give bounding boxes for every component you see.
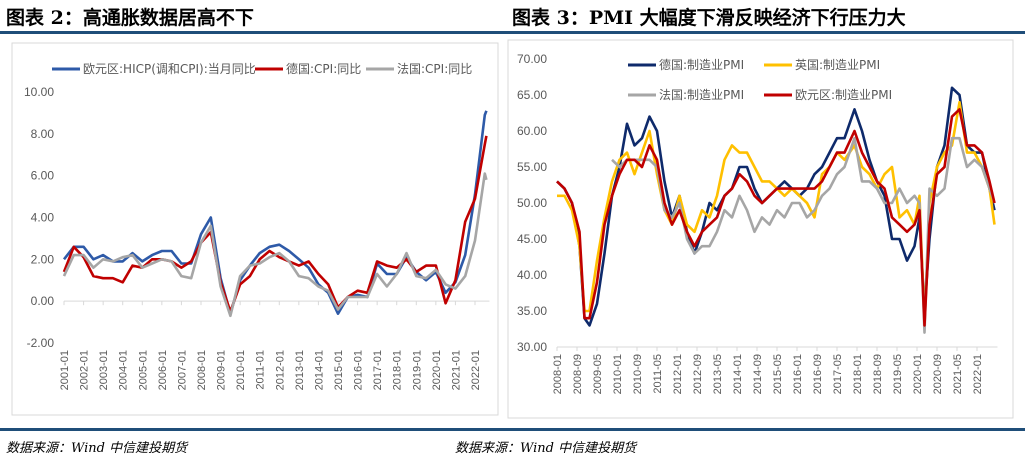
y-tick-label: 0.00 xyxy=(31,294,55,308)
x-tick-label: 2012-01 xyxy=(672,354,684,394)
y-tick-label: 40.00 xyxy=(517,268,547,282)
x-tick-label: 2004-01 xyxy=(118,350,130,390)
x-tick-label: 2016-01 xyxy=(792,354,804,394)
series-line-0 xyxy=(62,110,488,315)
left-cpi-chart: -2.00 0.00 2.00 4.00 6.00 8.00 10.00 2001-01 200… xyxy=(24,61,490,390)
left-chart-title: 图表 2：高通胀数据居高不下 xyxy=(6,7,254,29)
x-tick-label: 2009-01 xyxy=(216,350,228,390)
x-tick-label: 2008-09 xyxy=(572,354,584,394)
x-tick-label: 2019-01 xyxy=(411,350,423,390)
left-chart-frame xyxy=(11,42,499,416)
y-tick-label: 35.00 xyxy=(517,304,547,318)
y-tick-label: 45.00 xyxy=(517,232,547,246)
left-source-note: 数据来源：Wind 中信建投期货 xyxy=(6,441,188,456)
y-tick-label: 55.00 xyxy=(517,160,547,174)
series-line-2 xyxy=(62,172,488,318)
x-tick-label: 2006-01 xyxy=(157,350,169,390)
x-tick-label: 2005-01 xyxy=(137,350,149,390)
y-tick-label: 65.00 xyxy=(517,88,547,102)
y-tick-label: 4.00 xyxy=(31,211,55,225)
legend-label: 德国:CPI:同比 xyxy=(286,61,361,76)
top-divider xyxy=(0,31,1025,34)
x-tick-label: 2017-05 xyxy=(832,354,844,394)
y-tick-label: 6.00 xyxy=(31,169,55,183)
x-tick-label: 2021-05 xyxy=(952,354,964,394)
x-tick-label: 2018-01 xyxy=(852,354,864,394)
bottom-divider xyxy=(0,428,1025,431)
x-tick-label: 2014-01 xyxy=(732,354,744,394)
series-line-1 xyxy=(62,135,488,313)
y-tick-label: 10.00 xyxy=(24,85,54,99)
y-tick-label: 2.00 xyxy=(31,252,55,266)
legend-label: 欧元区:制造业PMI xyxy=(795,88,892,102)
x-tick-label: 2013-05 xyxy=(712,354,724,394)
x-tick-label: 2010-01 xyxy=(235,350,247,390)
right-chart-frame xyxy=(507,39,1014,419)
y-tick-label: -2.00 xyxy=(27,336,55,350)
x-tick-label: 2008-01 xyxy=(552,354,564,394)
x-tick-label: 2001-01 xyxy=(59,350,71,390)
x-tick-label: 2018-09 xyxy=(872,354,884,394)
x-tick-label: 2016-01 xyxy=(353,350,365,390)
x-tick-label: 2012-01 xyxy=(274,350,286,390)
legend-label: 欧元区:HICP(调和CPI):当月同比 xyxy=(83,62,256,76)
x-tick-label: 2015-05 xyxy=(772,354,784,394)
x-tick-label: 2020-09 xyxy=(932,354,944,394)
x-tick-label: 2022-01 xyxy=(972,354,984,394)
x-tick-label: 2011-05 xyxy=(652,354,664,394)
x-tick-label: 2015-01 xyxy=(333,350,345,390)
x-tick-label: 2018-01 xyxy=(392,350,404,390)
x-tick-label: 2014-01 xyxy=(313,350,325,390)
x-tick-label: 2011-01 xyxy=(255,350,267,390)
x-tick-label: 2020-01 xyxy=(431,350,443,390)
x-tick-label: 2014-09 xyxy=(752,354,764,394)
y-tick-label: 70.00 xyxy=(517,52,547,66)
x-tick-label: 2009-05 xyxy=(592,354,604,394)
x-tick-label: 2019-05 xyxy=(892,354,904,394)
y-tick-label: 60.00 xyxy=(517,124,547,138)
legend-label: 法国:制造业PMI xyxy=(659,88,744,102)
x-tick-label: 2022-01 xyxy=(470,350,482,390)
x-tick-label: 2002-01 xyxy=(79,350,91,390)
x-tick-label: 2020-01 xyxy=(912,354,924,394)
x-tick-label: 2007-01 xyxy=(176,350,188,390)
x-tick-label: 2013-01 xyxy=(294,350,306,390)
x-tick-label: 2003-01 xyxy=(98,350,110,390)
right-chart-title: 图表 3：PMI 大幅度下滑反映经济下行压力大 xyxy=(512,7,906,29)
x-tick-label: 2010-09 xyxy=(632,354,644,394)
series-line-3 xyxy=(556,108,996,327)
x-tick-label: 2021-01 xyxy=(450,350,462,390)
x-tick-label: 2010-01 xyxy=(612,354,624,394)
y-tick-label: 30.00 xyxy=(517,340,547,354)
y-tick-label: 8.00 xyxy=(31,127,55,141)
x-tick-label: 2016-09 xyxy=(812,354,824,394)
legend-label: 英国:制造业PMI xyxy=(795,58,880,72)
series-line-2 xyxy=(611,136,996,334)
legend-label: 法国:CPI:同比 xyxy=(397,62,472,76)
y-tick-label: 50.00 xyxy=(517,196,547,210)
x-tick-label: 2012-09 xyxy=(692,354,704,394)
x-tick-label: 2017-01 xyxy=(372,350,384,390)
right-source-note: 数据来源：Wind 中信建投期货 xyxy=(455,441,637,456)
legend-label: 德国:制造业PMI xyxy=(659,57,744,72)
right-pmi-chart: 30.00 35.00 40.00 45.00 50.00 55.00 60.00 65.00… xyxy=(517,52,998,394)
x-tick-label: 2008-01 xyxy=(196,350,208,390)
